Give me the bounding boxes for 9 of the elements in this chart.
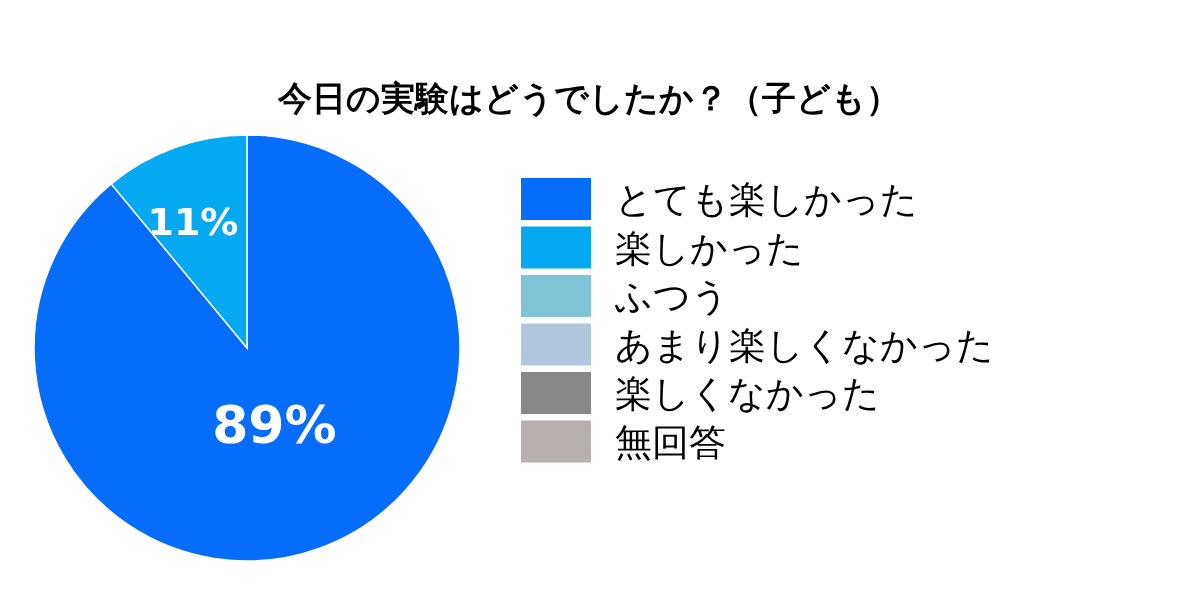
legend-label: 無回答 xyxy=(615,420,726,464)
chart-title: 今日の実験はどうでしたか？（子ども） xyxy=(277,78,900,118)
legend-label: あまり楽しくなかった xyxy=(615,323,994,367)
legend-label: 楽しかった xyxy=(615,226,804,270)
legend-label: ふつう xyxy=(614,275,729,318)
data-label: 11% xyxy=(147,200,239,245)
data-label: 89% xyxy=(212,394,337,455)
legend-label: とても楽しかった xyxy=(615,178,918,221)
legend-label: 楽しくなかった xyxy=(615,372,880,415)
